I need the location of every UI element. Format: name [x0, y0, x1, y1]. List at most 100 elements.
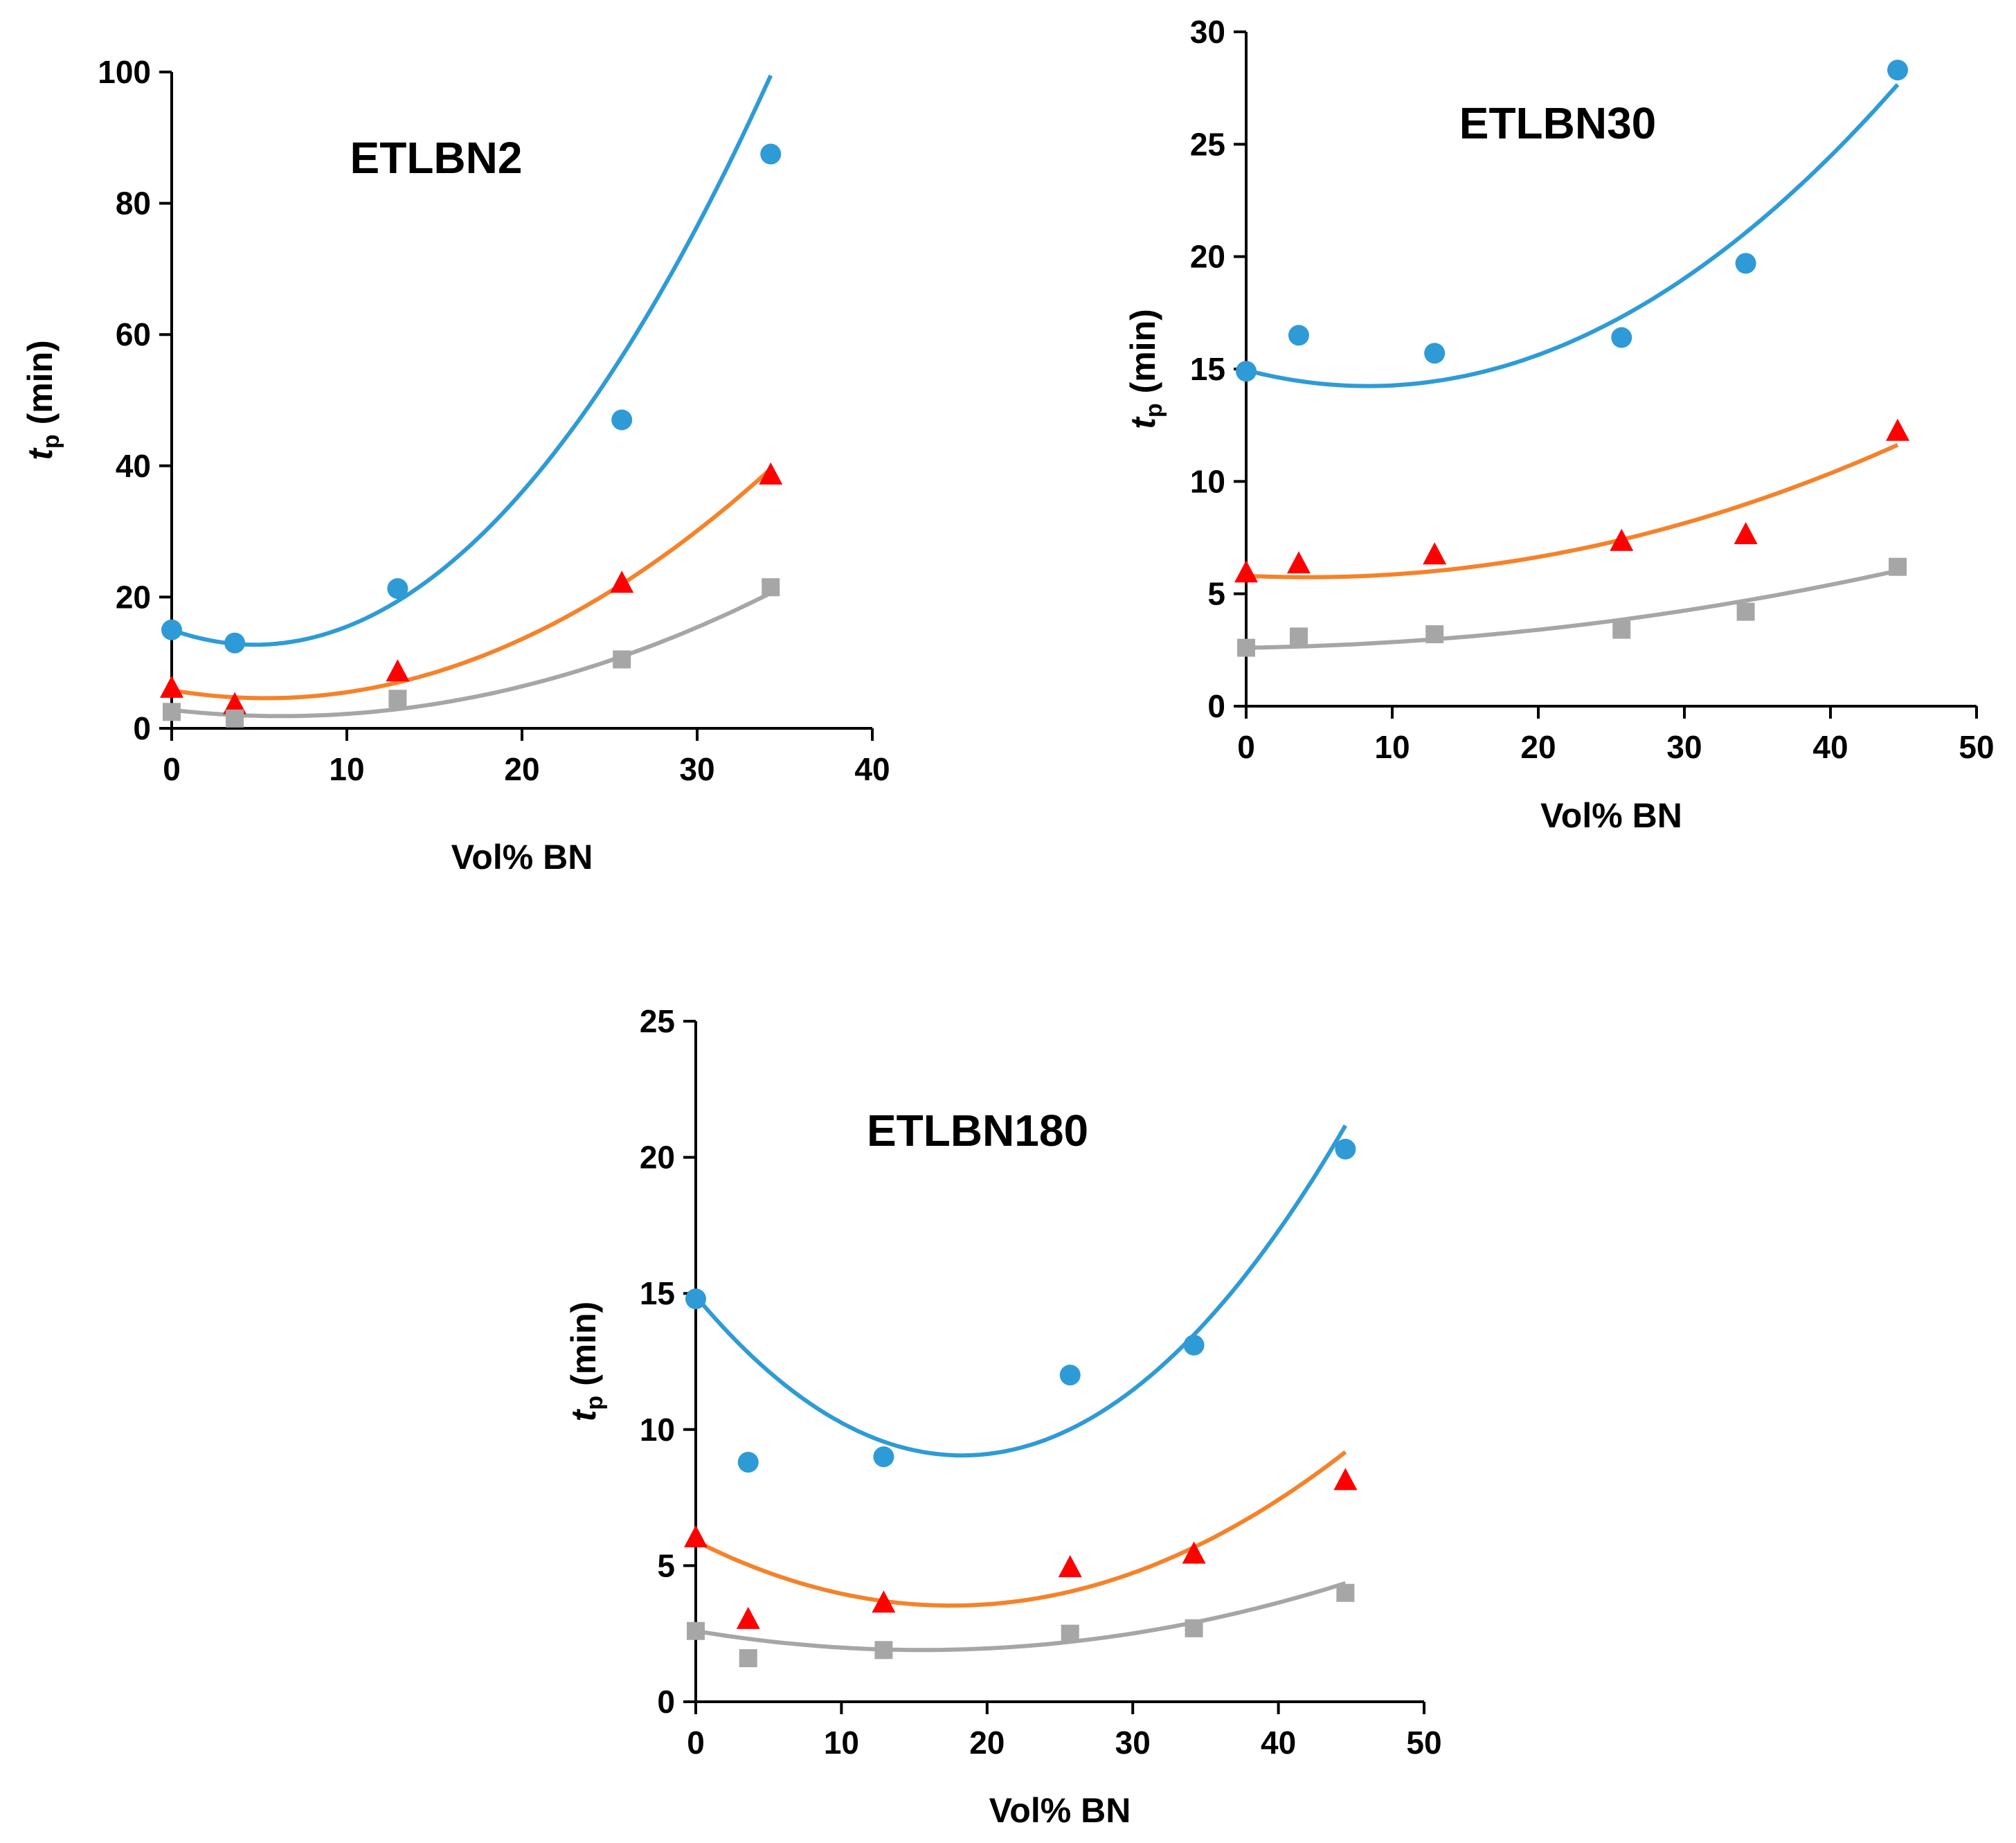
data-point-triangle: [684, 1525, 708, 1547]
x-tick-label: 30: [679, 751, 714, 787]
y-tick-label: 25: [1190, 126, 1225, 162]
y-tick-label: 40: [116, 448, 151, 484]
data-point-triangle: [386, 659, 410, 682]
data-point-circle: [161, 619, 182, 640]
data-point-triangle: [223, 692, 247, 714]
data-point-square: [739, 1649, 757, 1668]
y-tick-label: 0: [133, 710, 151, 746]
data-point-circle: [737, 1451, 759, 1473]
data-point-square: [1237, 638, 1255, 657]
y-label-sub: p: [1141, 403, 1167, 417]
data-point-square: [1185, 1619, 1203, 1637]
y-label-unit: (min): [21, 340, 60, 434]
y-tick-label: 15: [1190, 351, 1225, 387]
fit-curve-circle: [1245, 83, 1900, 388]
data-point-triangle: [160, 675, 183, 698]
x-tick-label: 0: [163, 751, 181, 787]
data-point-square: [1061, 1624, 1079, 1643]
data-point-square: [1289, 627, 1308, 646]
data-point-triangle: [1423, 542, 1447, 565]
data-point-triangle: [872, 1590, 896, 1613]
x-tick-label: 20: [1520, 729, 1556, 765]
data-point-triangle: [1610, 528, 1634, 551]
chart-etlbn30: 0 5 10 15 20 25 30 0 10 20 30 40 50 Vol% BN tp (min) ET…: [1124, 14, 1995, 835]
fit-curve-triangle: [1245, 442, 1899, 579]
fit-curve-triangle: [171, 467, 773, 701]
y-tick-label: 25: [640, 1003, 675, 1039]
x-tick-label: 10: [329, 751, 364, 787]
data-point-circle: [873, 1446, 894, 1468]
data-point-circle: [611, 409, 633, 431]
data-point-circle: [1288, 325, 1309, 346]
fit-curve-square: [1245, 568, 1898, 650]
y-tick-label: 5: [657, 1547, 675, 1583]
x-tick-label: 50: [1959, 729, 1994, 765]
data-point-square: [388, 690, 407, 708]
data-point-circle: [1236, 361, 1257, 382]
data-point-square: [687, 1621, 705, 1640]
fit-curve-square: [171, 591, 772, 719]
data-point-square: [1425, 625, 1444, 644]
y-label-unit: (min): [1124, 309, 1162, 403]
chart-etlbn2: 0 20 40 60 80 100 0 10 20 30 40 Vol% BN tp (min) ETLB…: [21, 54, 890, 876]
data-point-square: [762, 578, 780, 597]
x-tick-label: 0: [1237, 729, 1255, 765]
data-point-circle: [1735, 253, 1756, 274]
x-tick-label: 40: [1261, 1725, 1296, 1761]
data-point-circle: [760, 143, 782, 165]
data-point-triangle: [759, 462, 783, 485]
data-point-circle: [685, 1288, 706, 1310]
y-tick-label: 20: [1190, 239, 1225, 275]
data-point-triangle: [1058, 1555, 1082, 1578]
y-tick-label: 0: [1207, 688, 1225, 724]
data-point-square: [1889, 557, 1907, 576]
x-axis-label: Vol% BN: [451, 838, 593, 876]
data-point-square: [163, 703, 181, 721]
y-tick-label: 60: [116, 316, 151, 352]
x-tick-label: 10: [1374, 729, 1410, 765]
y-tick-label: 15: [640, 1275, 675, 1311]
x-tick-label: 30: [1666, 729, 1702, 765]
y-tick-label: 0: [657, 1684, 675, 1720]
y-tick-label: 100: [98, 54, 151, 90]
x-axis-label: Vol% BN: [1540, 796, 1682, 835]
data-point-square: [1736, 602, 1755, 621]
chart-title: ETLBN2: [350, 133, 523, 183]
y-tick-label: 10: [640, 1412, 675, 1448]
data-point-triangle: [1734, 522, 1758, 545]
y-axis-label: tp (min): [21, 340, 64, 460]
x-tick-label: 10: [824, 1725, 859, 1761]
data-point-circle: [1887, 60, 1909, 81]
y-tick-label: 20: [640, 1140, 675, 1176]
data-point-circle: [1183, 1334, 1205, 1356]
y-label-sub: p: [582, 1396, 608, 1410]
y-label-main: t: [1124, 416, 1162, 429]
data-point-square: [1612, 620, 1631, 639]
data-point-triangle: [1182, 1541, 1206, 1564]
data-point-circle: [1059, 1365, 1081, 1386]
chart-etlbn180: 0 5 10 15 20 25 0 10 20 30 40 50 Vol% BN tp (min) ETLB…: [564, 1003, 1442, 1830]
data-point-triangle: [736, 1606, 760, 1629]
y-axis-label: tp (min): [564, 1302, 608, 1422]
x-tick-label: 40: [1812, 729, 1848, 765]
chart-title: ETLBN30: [1459, 98, 1657, 148]
data-point-circle: [1335, 1138, 1356, 1160]
data-point-square: [874, 1641, 893, 1660]
x-tick-label: 20: [969, 1725, 1005, 1761]
fit-curve-triangle: [694, 1450, 1347, 1608]
data-point-square: [613, 650, 631, 669]
x-tick-label: 30: [1115, 1725, 1151, 1761]
data-point-square: [226, 709, 244, 728]
fit-curve-square: [695, 1581, 1347, 1653]
y-axis-label: tp (min): [1124, 309, 1167, 429]
x-tick-label: 50: [1406, 1725, 1441, 1761]
fit-curve-circle: [694, 1124, 1347, 1458]
chart-title: ETLBN180: [867, 1106, 1088, 1156]
y-label-sub: p: [38, 434, 64, 449]
x-tick-label: 20: [504, 751, 539, 787]
y-tick-label: 5: [1207, 576, 1225, 612]
data-point-triangle: [610, 570, 634, 593]
fit-curve-circle: [171, 74, 773, 647]
x-axis-label: Vol% BN: [989, 1791, 1131, 1830]
